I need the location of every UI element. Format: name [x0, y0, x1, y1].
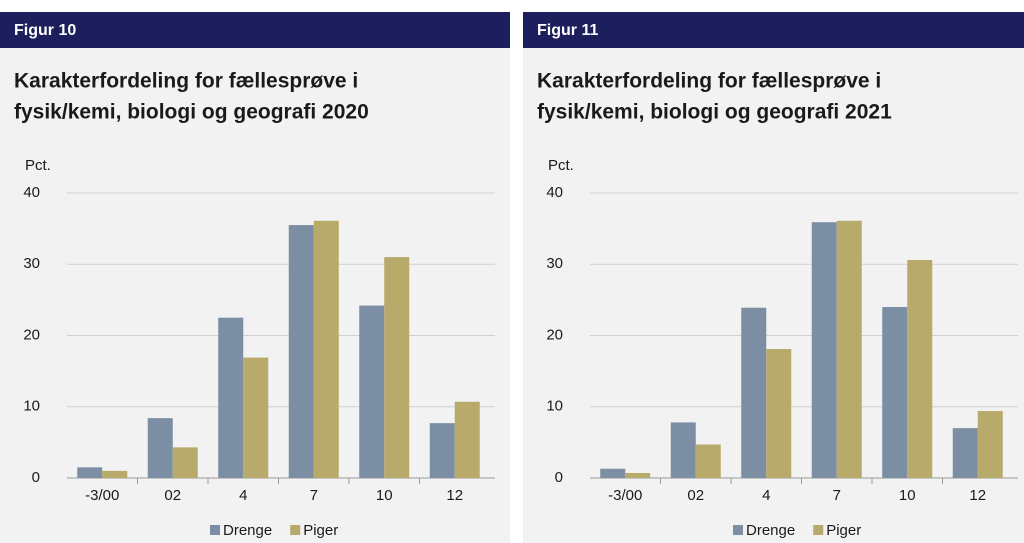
x-tick-label: 12: [969, 487, 986, 504]
chart-title: fysik/kemi, biologi og geografi 2020: [14, 101, 369, 124]
figure-label: Figur 11: [537, 22, 598, 39]
bar: [172, 447, 198, 478]
chart: Figur 10 Karakterfordeling for fællesprøv…: [0, 12, 510, 543]
legend-swatch: [813, 525, 824, 535]
x-tick-label: 7: [833, 487, 841, 504]
bar: [147, 418, 173, 478]
bar: [741, 307, 767, 478]
x-tick-label: 02: [687, 487, 704, 504]
bar: [429, 423, 455, 478]
figure-label: Figur 10: [14, 22, 76, 39]
bar: [882, 307, 908, 478]
y-tick-label: 20: [546, 326, 563, 343]
legend-label: Drenge: [223, 522, 272, 539]
bar: [77, 467, 103, 478]
bar: [766, 349, 792, 478]
bar: [811, 222, 837, 478]
y-tick-label: 0: [32, 469, 40, 486]
y-tick-label: 30: [23, 255, 40, 272]
bar: [288, 225, 314, 478]
y-axis-label: Pct.: [548, 157, 574, 174]
chart-title: Karakterfordeling for fællesprøve i: [14, 70, 358, 93]
y-tick-label: 30: [546, 255, 563, 272]
x-tick-label: 02: [164, 487, 181, 504]
legend-label: Piger: [303, 522, 338, 539]
legend-swatch: [210, 525, 220, 535]
bar: [102, 470, 128, 478]
legend-swatch: [733, 525, 743, 535]
bar: [907, 259, 933, 478]
legend-swatch: [290, 525, 301, 535]
y-tick-label: 40: [23, 184, 40, 201]
legend-label: Piger: [826, 522, 861, 539]
bar: [384, 257, 410, 478]
chart-title: Karakterfordeling for fællesprøve i: [537, 70, 881, 93]
figure-header: [0, 12, 510, 48]
bar: [952, 428, 978, 478]
x-tick-label: 10: [376, 487, 393, 504]
bar: [625, 473, 651, 478]
x-tick-label: -3/00: [608, 487, 642, 504]
bar: [218, 317, 244, 478]
y-tick-label: 20: [23, 326, 40, 343]
bar: [670, 422, 696, 478]
y-tick-label: 40: [546, 184, 563, 201]
bar: [695, 444, 721, 478]
bar: [243, 357, 269, 478]
x-tick-label: 7: [310, 487, 318, 504]
x-tick-label: 10: [899, 487, 916, 504]
figure-header: [523, 12, 1024, 48]
legend-label: Drenge: [746, 522, 795, 539]
y-tick-label: 10: [546, 398, 563, 415]
x-tick-label: -3/00: [85, 487, 119, 504]
bar: [836, 220, 862, 478]
y-axis-label: Pct.: [25, 157, 51, 174]
bar: [359, 305, 385, 478]
x-tick-label: 4: [239, 487, 247, 504]
y-tick-label: 0: [555, 469, 563, 486]
x-tick-label: 4: [762, 487, 770, 504]
chart: Figur 11 Karakterfordeling for fællesprøv…: [523, 12, 1024, 543]
x-tick-label: 12: [446, 487, 463, 504]
bar: [600, 468, 626, 478]
chart-title: fysik/kemi, biologi og geografi 2021: [537, 101, 892, 124]
bar: [454, 401, 480, 478]
bar: [977, 411, 1003, 478]
bar: [313, 220, 339, 478]
y-tick-label: 10: [23, 398, 40, 415]
